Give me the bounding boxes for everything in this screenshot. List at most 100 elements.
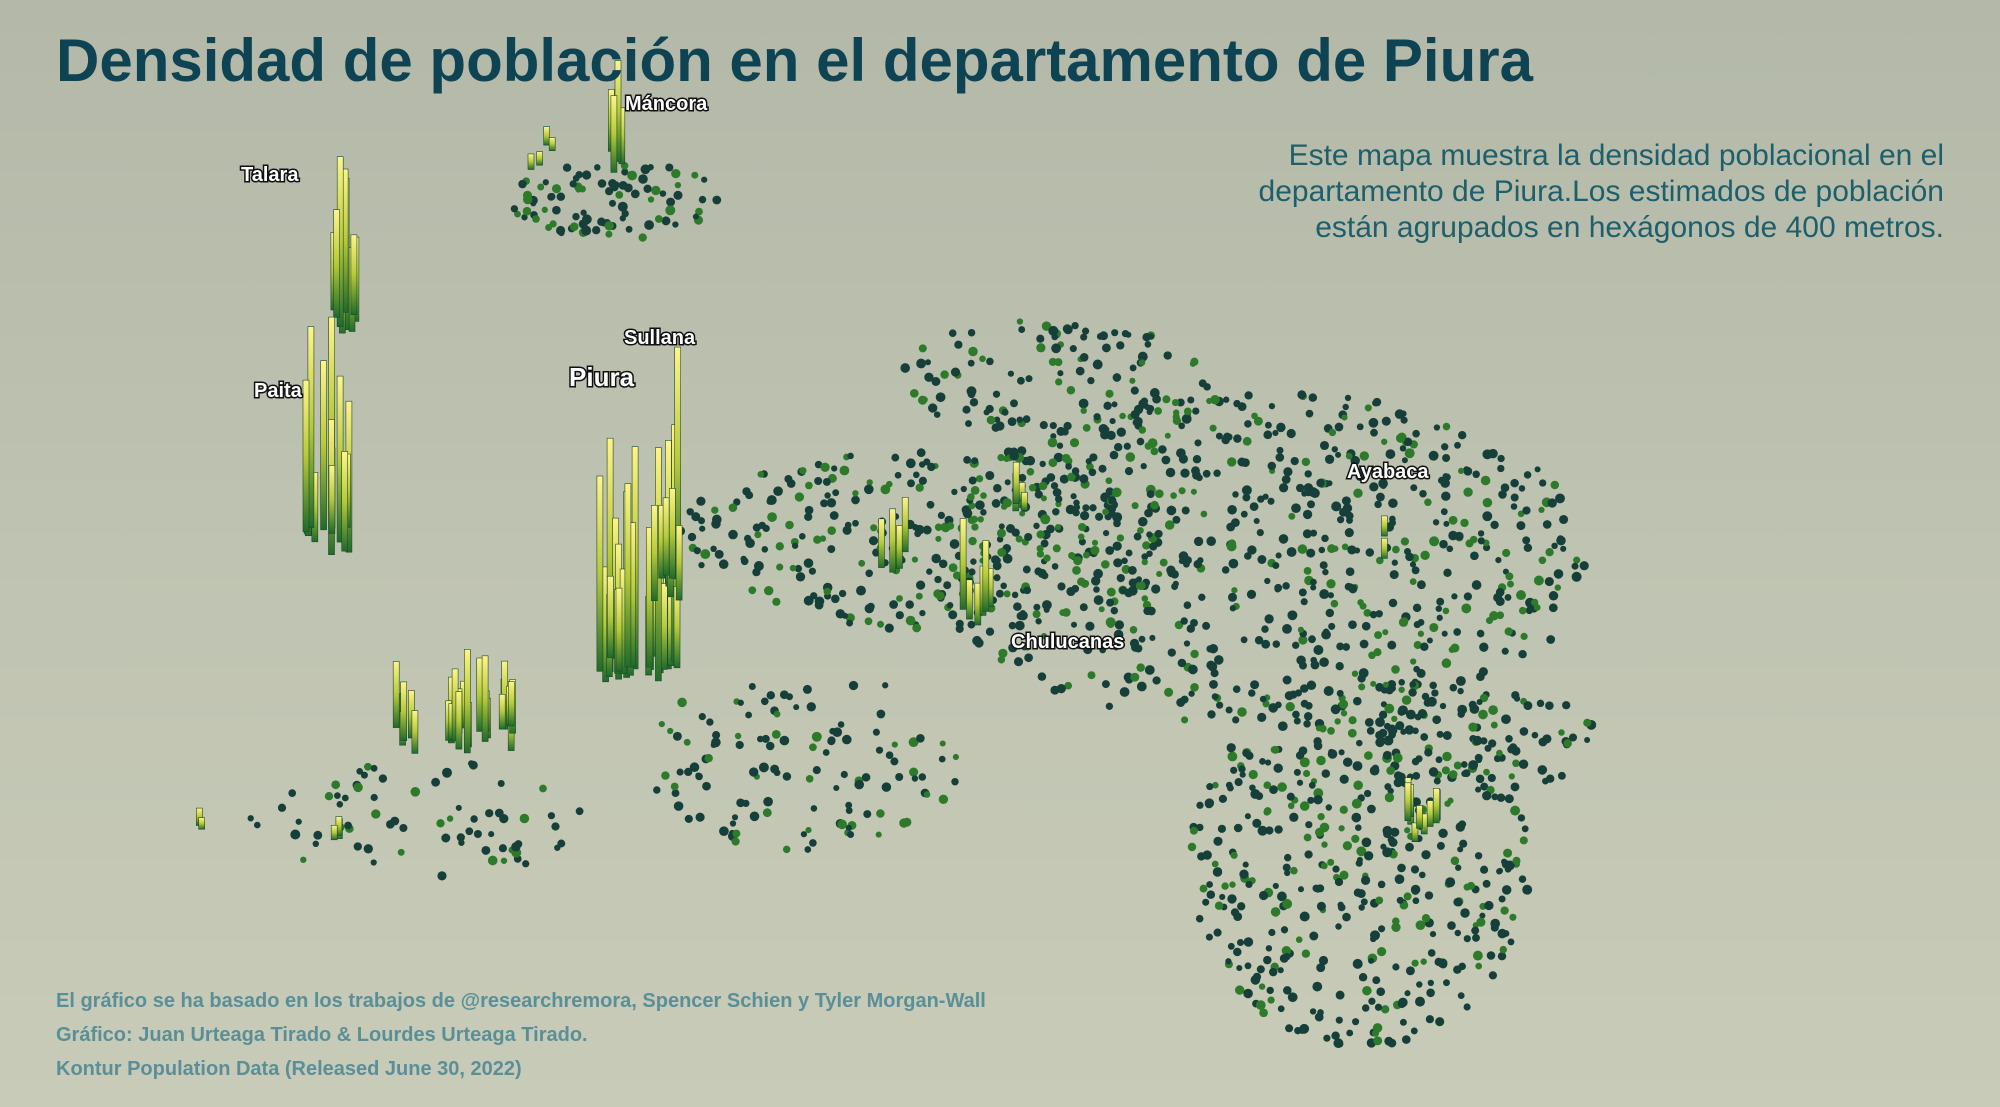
hexagon (1026, 468, 1035, 476)
hexagon (1291, 503, 1301, 514)
hexagon (1429, 536, 1440, 547)
hexagon (693, 547, 701, 555)
hexagon (1198, 379, 1207, 388)
hexagon (1265, 759, 1272, 766)
hexagon (1254, 636, 1264, 645)
hexagon (1523, 701, 1533, 711)
hexagon (1265, 945, 1273, 952)
hexagon (1382, 681, 1389, 688)
hexagon (1347, 728, 1357, 738)
hexagon (1286, 547, 1297, 557)
hexagon (1475, 774, 1485, 784)
hexagon (1353, 780, 1363, 791)
hexagon (1221, 566, 1230, 574)
hexagon (1573, 556, 1581, 564)
hexagon (1093, 413, 1101, 421)
hexagon (1321, 629, 1331, 640)
hexagon (841, 612, 849, 619)
hexagon (1015, 535, 1023, 543)
hexagon (905, 600, 914, 609)
spike (610, 95, 618, 173)
hexagon (1400, 537, 1410, 546)
hexagon (714, 549, 724, 559)
hexagon (510, 205, 519, 213)
hexagon (698, 195, 707, 204)
hexagon (1303, 712, 1313, 721)
hexagon (1495, 557, 1502, 564)
hexagon (1233, 434, 1242, 443)
hexagon (1001, 408, 1009, 416)
hexagon (1040, 632, 1048, 640)
hexagon (842, 734, 852, 745)
hexagon (1384, 792, 1395, 803)
hexagon (794, 492, 805, 502)
hexagon (1391, 665, 1400, 674)
hexagon (1470, 551, 1479, 561)
hexagon (712, 731, 721, 740)
hexagon (1480, 865, 1489, 874)
hexagon (826, 498, 837, 508)
hexagon (488, 831, 495, 838)
hexagon (1370, 930, 1380, 941)
title: Densidad de población en el departamento… (56, 27, 1533, 94)
hexagon (336, 801, 344, 808)
hexagon (991, 499, 1001, 508)
hexagon (1361, 837, 1372, 848)
hexagon (1105, 389, 1114, 398)
hexagon (1008, 621, 1017, 630)
hexagon (1072, 566, 1081, 575)
hexagon (1080, 333, 1088, 341)
hexagon (1405, 842, 1414, 852)
hexagon (638, 174, 648, 184)
hexagon (455, 804, 462, 811)
hexagon (1548, 591, 1559, 601)
hexagon (1301, 949, 1311, 958)
hexagon (1124, 588, 1134, 598)
hexagon (1539, 479, 1547, 487)
spike (333, 209, 340, 318)
hexagon (766, 498, 773, 505)
hexagon (1327, 858, 1335, 866)
hexagon (1412, 603, 1422, 613)
spike (675, 525, 683, 601)
hexagon (1448, 515, 1458, 525)
hexagon (1426, 696, 1437, 707)
hexagon (1225, 958, 1232, 965)
hexagon (1049, 422, 1057, 430)
hexagon (1261, 625, 1269, 633)
hexagon (1353, 696, 1362, 706)
hexagon (1210, 394, 1220, 405)
hexagon (885, 751, 894, 760)
hexagon (1427, 979, 1434, 987)
hexagon (1087, 376, 1095, 385)
hexagon (1334, 422, 1344, 432)
hexagon (1242, 493, 1251, 502)
hexagon (829, 511, 839, 520)
hexagon (1418, 871, 1426, 879)
spike (878, 518, 885, 568)
hexagon (1356, 739, 1363, 747)
hexagon (938, 559, 948, 569)
hexagon (1141, 558, 1148, 566)
hexagon (1190, 682, 1199, 692)
hexagon (1339, 805, 1348, 814)
hexagon (653, 786, 661, 794)
hexagon (1004, 479, 1011, 486)
hexagon (1019, 609, 1026, 617)
hexagon (1263, 955, 1272, 965)
hexagon (1413, 640, 1422, 650)
hexagon (1313, 794, 1323, 805)
hexagon (1119, 412, 1126, 420)
hexagon (1317, 813, 1325, 821)
spike (341, 451, 349, 552)
hexagon (742, 799, 750, 808)
hexagon (1238, 765, 1246, 773)
hexagon (627, 170, 637, 181)
hexagon (1286, 792, 1295, 801)
hexagon (912, 471, 920, 479)
hexagon (914, 530, 922, 538)
hexagon (1474, 852, 1483, 860)
hexagon (370, 793, 378, 802)
hexagon (1062, 324, 1072, 334)
hexagon (1507, 938, 1515, 946)
